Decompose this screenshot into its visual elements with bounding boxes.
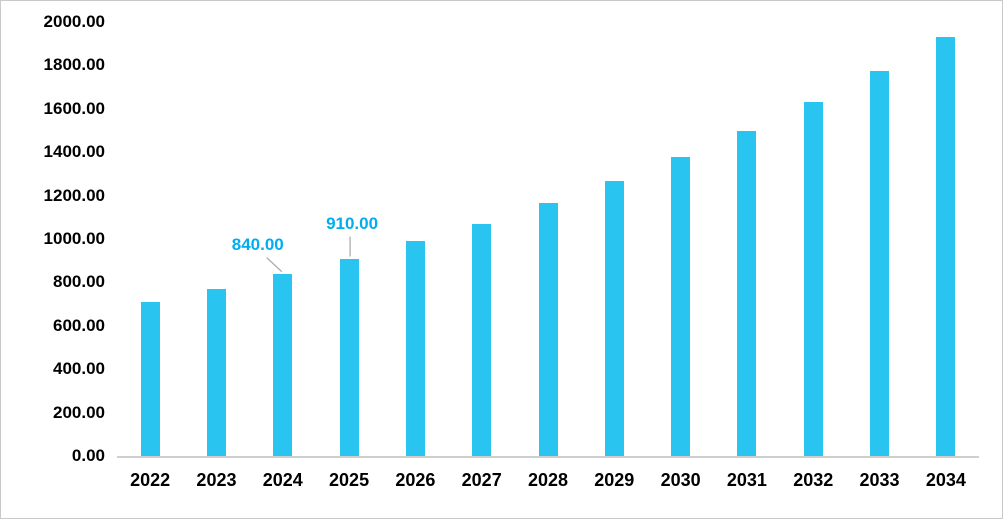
bar-2034 bbox=[936, 37, 956, 456]
bar-2030 bbox=[671, 156, 691, 456]
leader-line-2024 bbox=[266, 257, 283, 273]
bar-2033 bbox=[870, 71, 890, 456]
x-axis-label-2026: 2026 bbox=[395, 470, 436, 490]
y-axis-label: 400.00 bbox=[53, 359, 105, 379]
x-axis-label-2029: 2029 bbox=[594, 470, 635, 490]
y-axis-label: 1400.00 bbox=[43, 142, 105, 162]
bar-2024 bbox=[273, 273, 293, 456]
bar-2031 bbox=[737, 130, 757, 456]
x-axis-label-2025: 2025 bbox=[329, 470, 370, 490]
y-axis-label: 800.00 bbox=[53, 272, 105, 292]
y-axis-label: 1600.00 bbox=[43, 98, 105, 118]
data-label-2025: 910.00 bbox=[326, 213, 379, 233]
y-axis-label: 1000.00 bbox=[43, 229, 105, 248]
y-axis: 0.00 200.00 400.00 600.00 800.00 1000.00 1200.… bbox=[1, 12, 105, 465]
y-axis-label: 1800.00 bbox=[43, 55, 105, 75]
x-axis-label-2022: 2022 bbox=[130, 470, 171, 490]
x-axis-label-2027: 2027 bbox=[461, 470, 502, 490]
x-axis-label-2033: 2033 bbox=[859, 470, 900, 490]
y-axis-label: 600.00 bbox=[53, 315, 105, 335]
bar-2025 bbox=[339, 258, 359, 456]
bar-2029 bbox=[604, 180, 624, 456]
x-axis-label-2028: 2028 bbox=[527, 470, 569, 490]
bar-2028 bbox=[538, 203, 558, 456]
x-axis-label-2024: 2024 bbox=[262, 470, 303, 490]
x-axis-label-2032: 2032 bbox=[793, 470, 834, 490]
y-axis-label: 2000.00 bbox=[43, 12, 105, 31]
x-axis-label-2034: 2034 bbox=[925, 470, 966, 490]
bar-2032 bbox=[803, 102, 823, 456]
plot-area: 840.00 910.00 bbox=[117, 22, 979, 458]
y-axis-label: 0.00 bbox=[71, 446, 105, 465]
bar-2023 bbox=[206, 288, 226, 456]
bar-2022 bbox=[140, 301, 160, 456]
x-axis-label-2023: 2023 bbox=[196, 470, 237, 490]
bar-2027 bbox=[472, 223, 492, 456]
y-axis-label: 1200.00 bbox=[43, 185, 105, 205]
data-label-2024: 840.00 bbox=[231, 234, 284, 254]
bar-2026 bbox=[405, 241, 425, 456]
x-axis-label-2031: 2031 bbox=[726, 470, 767, 490]
x-axis-label-2030: 2030 bbox=[660, 470, 701, 490]
x-axis: 2022 2023 2024 2025 2026 2027 2028 2029 2030 2031… bbox=[117, 468, 979, 498]
y-axis-label: 200.00 bbox=[53, 402, 105, 422]
